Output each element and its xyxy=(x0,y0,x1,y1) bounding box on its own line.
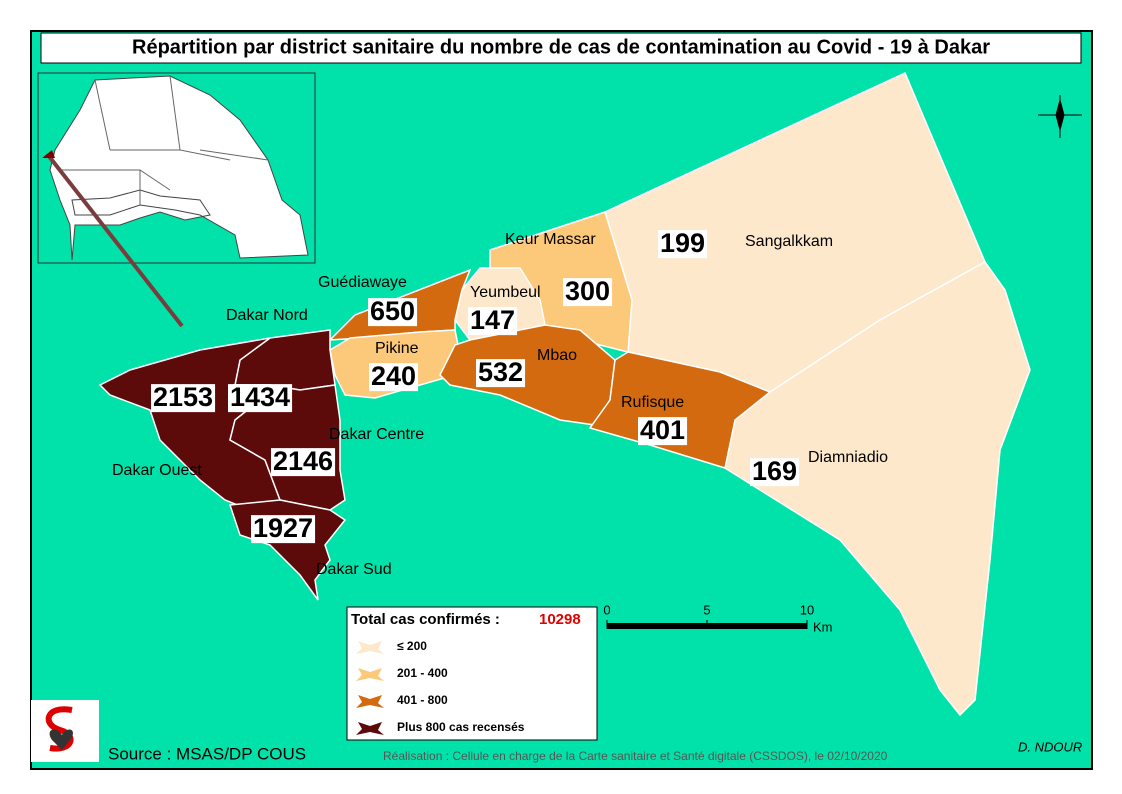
cases-box xyxy=(476,359,526,388)
district-name: Dakar Sud xyxy=(316,561,392,578)
district-area xyxy=(724,261,1031,717)
legend-label: Plus 800 cas recensés xyxy=(397,720,525,734)
logo xyxy=(31,700,99,762)
credit: Réalisation : Cellule en charge de la Ca… xyxy=(383,749,888,763)
district-cases: 1927 xyxy=(253,513,313,543)
cases-box xyxy=(368,298,418,327)
district-name: Dakar Nord xyxy=(226,307,308,324)
cases-box xyxy=(638,417,688,446)
legend-box xyxy=(346,606,598,741)
district-name: Sangalkkam xyxy=(745,233,833,250)
district-cases: 2146 xyxy=(273,446,333,476)
cases-box xyxy=(563,278,613,307)
cases-box xyxy=(658,230,708,259)
north-arrow xyxy=(1038,95,1082,138)
district-name: Mbao xyxy=(537,347,577,364)
district-name: Rufisque xyxy=(621,394,684,411)
district-name: Yeumbeul xyxy=(470,284,541,301)
scale-tick-label: 0 xyxy=(603,602,610,617)
legend-total-label: Total cas confirmés : xyxy=(351,611,500,628)
senegal-shape xyxy=(49,75,309,261)
inset-pointer xyxy=(46,153,184,328)
cases-box xyxy=(228,384,293,413)
district-area xyxy=(588,351,772,469)
scale-tick-label: 5 xyxy=(703,602,710,617)
district-name: Pikine xyxy=(375,340,419,357)
district-cases: 199 xyxy=(660,228,705,258)
district-name: Keur Massar xyxy=(505,231,596,248)
dakar-marker xyxy=(42,150,55,158)
district-cases: 1434 xyxy=(230,382,290,412)
cases-box xyxy=(251,515,316,544)
district-name: Guédiawaye xyxy=(318,274,407,291)
legend: Total cas confirmés : 10298 ≤ 200 201 - 4… xyxy=(346,606,598,741)
cases-box xyxy=(151,384,216,413)
legend-swatch xyxy=(356,668,384,681)
labels: Sangalkkam 199 Diamniadio 169 Keur Massar 300… xyxy=(112,228,888,578)
legend-swatch xyxy=(356,695,384,708)
scale-tick-label: 10 xyxy=(800,602,814,617)
cases-box xyxy=(271,448,336,477)
legend-items: ≤ 200 201 - 400 401 - 800 Plus 800 cas rece… xyxy=(356,639,525,735)
cases-box xyxy=(468,307,518,336)
district-cases: 300 xyxy=(565,276,610,306)
district-cases: 2153 xyxy=(153,382,213,412)
district-cases: 147 xyxy=(470,305,515,335)
legend-label: 201 - 400 xyxy=(397,666,448,680)
title-box xyxy=(40,32,1082,64)
legend-label: ≤ 200 xyxy=(397,639,427,653)
cases-box xyxy=(369,363,419,392)
legend-label: 401 - 800 xyxy=(397,693,448,707)
district-cases: 240 xyxy=(371,361,416,391)
scale-unit: Km xyxy=(813,619,833,634)
district-cases: 650 xyxy=(370,296,415,326)
cases-box xyxy=(750,458,800,487)
region-borders xyxy=(60,75,269,205)
district-name: Dakar Centre xyxy=(329,426,424,443)
district-name: Diamniadio xyxy=(808,449,888,466)
district-cases: 401 xyxy=(640,415,685,445)
map-title: Répartition par district sanitaire du no… xyxy=(132,36,990,58)
district-name: Dakar Ouest xyxy=(112,462,202,479)
logo-heart xyxy=(49,729,73,750)
legend-swatch xyxy=(356,722,384,735)
legend-swatch xyxy=(356,641,384,654)
logo-s xyxy=(45,706,74,752)
legend-total: 10298 xyxy=(539,611,581,628)
district-cases: 532 xyxy=(478,357,523,387)
inset-map xyxy=(37,72,316,328)
scale-bar: 0 5 10 Km xyxy=(603,602,832,634)
source: Source : MSAS/DP COUS xyxy=(108,744,306,763)
district-cases: 169 xyxy=(752,456,797,486)
author: D. NDOUR xyxy=(1018,739,1082,754)
